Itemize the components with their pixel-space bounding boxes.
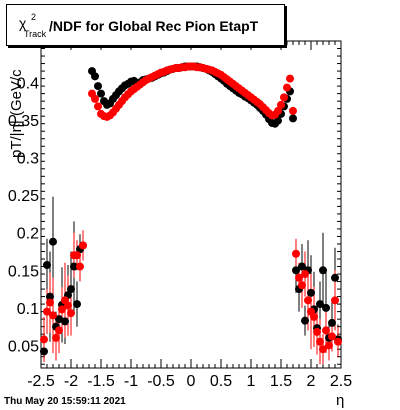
data-point (292, 249, 300, 258)
data-point (64, 301, 72, 310)
data-point (304, 296, 312, 305)
x-axis-title: η (336, 392, 344, 409)
y-axis-title: pT/|η| (GeV/c (8, 69, 25, 158)
data-point (289, 114, 297, 123)
x-tick-label: 2.5 (330, 373, 352, 390)
data-point (298, 262, 306, 271)
error-bars (43, 196, 339, 365)
data-point (46, 292, 54, 301)
data-point (331, 296, 339, 305)
x-tick-label: -2 (64, 373, 78, 390)
data-point (94, 82, 102, 91)
data-point (316, 300, 324, 309)
y-tick-label: 0.15 (8, 263, 39, 280)
data-point (58, 305, 66, 314)
data-point (94, 102, 102, 111)
data-point (292, 266, 300, 275)
data-point (280, 93, 288, 102)
data-point (313, 327, 321, 336)
x-tick-label: 1 (247, 373, 256, 390)
y-axis-ticks: 0.05 0.1 0.15 0.2 0.25 0.3 0.35 0.4 (8, 40, 341, 365)
data-point (91, 94, 99, 103)
data-point (49, 311, 57, 320)
data-point (286, 74, 294, 83)
data-point (73, 251, 81, 260)
plot-frame (40, 40, 342, 369)
y-tick-label: 0.4 (17, 75, 39, 92)
x-tick-label: 0 (187, 373, 196, 390)
data-point (52, 333, 60, 342)
data-point (301, 316, 309, 325)
data-points (40, 62, 342, 356)
data-point (70, 262, 78, 271)
y-tick-label: 0.35 (8, 113, 39, 130)
x-tick-label: 1.5 (270, 373, 292, 390)
chi-superscript: 2 (31, 12, 37, 22)
data-point (283, 83, 291, 92)
data-point (319, 345, 327, 354)
data-point (289, 106, 297, 115)
data-point (307, 288, 315, 297)
x-tick-label: 2 (307, 373, 316, 390)
data-point (331, 273, 339, 282)
data-point (310, 312, 318, 321)
chi-symbol: χ (19, 15, 27, 31)
data-point (328, 318, 336, 327)
data-point (43, 261, 51, 270)
data-point (322, 326, 330, 335)
data-point (274, 116, 282, 125)
data-point (298, 281, 306, 290)
y-tick-label: 0.2 (17, 226, 39, 243)
data-point (277, 100, 285, 109)
datestamp: Thu May 20 15:59:11 2021 (4, 396, 126, 407)
x-tick-label: -0.5 (147, 373, 175, 390)
chi-subscript: Track (24, 29, 47, 39)
data-point (55, 326, 63, 335)
data-point (79, 241, 87, 250)
data-point (67, 309, 75, 318)
data-point (301, 270, 309, 279)
chart-title-box: χ 2 Track /NDF for Global Rec Pion EtapT (6, 4, 285, 46)
y-tick-label: 0.25 (8, 188, 39, 205)
data-point (97, 89, 105, 98)
x-tick-label: -1 (124, 373, 138, 390)
data-point (46, 298, 54, 307)
chart-title: /NDF for Global Rec Pion EtapT (49, 18, 259, 34)
data-point (43, 307, 51, 316)
data-point (328, 332, 336, 341)
data-point (325, 341, 333, 350)
x-tick-label: -2.5 (27, 373, 55, 390)
data-point (55, 315, 63, 324)
x-axis-ticks: -2.5 -2 -1.5 -1 -0.5 0 0.5 1 1.5 2 2.5 (27, 41, 352, 390)
y-tick-label: 0.1 (17, 301, 39, 318)
x-tick-label: -1.5 (87, 373, 115, 390)
y-tick-label: 0.3 (17, 151, 39, 168)
y-tick-label: 0.05 (8, 338, 39, 355)
data-point (40, 335, 48, 344)
data-point (316, 337, 324, 346)
data-point (274, 106, 282, 115)
data-point (91, 72, 99, 81)
data-point (73, 300, 81, 309)
data-point (295, 273, 303, 282)
data-point (40, 347, 48, 356)
data-point (61, 317, 69, 326)
data-point (49, 237, 57, 246)
data-point (319, 266, 327, 275)
data-point (67, 285, 75, 294)
data-point (334, 337, 342, 346)
data-point (76, 262, 84, 271)
data-point (322, 303, 330, 312)
x-tick-label: 0.5 (210, 373, 232, 390)
